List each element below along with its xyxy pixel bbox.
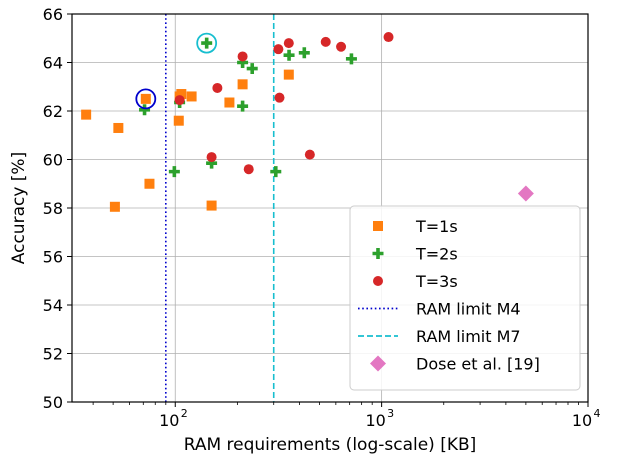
t-3s-point xyxy=(283,38,294,49)
t-2s-point xyxy=(201,37,213,49)
y-axis-label: Accuracy [%] xyxy=(9,152,29,264)
legend-label-ram-limit-m4: RAM limit M4 xyxy=(416,300,521,319)
legend: T=1s T=2s T=3s RAM limit M4 RAM limit M7 Dose… xyxy=(349,205,581,391)
t-2s-point xyxy=(345,53,357,65)
t-3s-point xyxy=(336,41,347,52)
t-3s-point xyxy=(274,92,285,103)
t-3s-point xyxy=(212,82,223,93)
t-1s-point xyxy=(109,201,120,212)
t-3s-point xyxy=(174,95,185,106)
t-1s-point xyxy=(224,97,235,108)
y-tick-label: 54 xyxy=(43,296,63,315)
t-2s-point xyxy=(139,104,151,116)
highlight-ring xyxy=(135,88,157,110)
t-1s-point xyxy=(176,89,187,100)
t-2s-point xyxy=(206,157,218,169)
legend-label-t-2s: T=2s xyxy=(415,245,458,264)
t-1s-point xyxy=(144,178,155,189)
legend-box xyxy=(349,205,581,391)
y-tick-label: 52 xyxy=(43,345,63,364)
y-tick-label: 64 xyxy=(43,54,63,73)
x-tick-label-exponent: 2 xyxy=(181,407,188,420)
legend-swatch-t-1s xyxy=(373,221,383,231)
legend-swatch-t-3s xyxy=(373,276,383,286)
t-3s-point xyxy=(273,44,284,55)
y-tick-label: 58 xyxy=(43,199,63,218)
t-2s-point xyxy=(298,47,310,59)
legend-swatch-dose-et-al-19 xyxy=(370,355,386,372)
t-1s-point xyxy=(237,79,248,90)
t-3s-point xyxy=(237,51,248,62)
y-tick-label: 60 xyxy=(43,151,63,170)
t-3s-point xyxy=(320,36,331,47)
t-3s-point xyxy=(383,32,394,43)
legend-swatch-t-2s xyxy=(372,248,384,259)
y-tick-label: 56 xyxy=(43,248,63,267)
t-2s-point xyxy=(237,100,249,112)
t-2s-point xyxy=(237,57,249,68)
t-2s-point xyxy=(168,166,180,178)
t-1s-point xyxy=(140,93,151,104)
t-2s-point xyxy=(246,63,258,75)
t-1s-point xyxy=(173,115,184,126)
legend-label-ram-limit-m7: RAM limit M7 xyxy=(416,327,521,346)
t-3s-point xyxy=(206,152,217,163)
x-tick-label: 10 xyxy=(572,411,592,430)
t-1s-point xyxy=(186,91,197,102)
t-1s-point xyxy=(283,69,294,80)
y-tick-label: 66 xyxy=(43,5,63,24)
x-tick-label: 10 xyxy=(365,411,385,430)
y-tick-label: 62 xyxy=(43,102,63,121)
x-tick-label-exponent: 4 xyxy=(594,407,601,420)
y-tick-label: 50 xyxy=(43,393,63,412)
highlight-ring xyxy=(196,32,218,54)
legend-label-dose-et-al-19: Dose et al. [19] xyxy=(416,355,540,374)
legend-label-t-1s: T=1s xyxy=(415,217,458,236)
legend-label-t-3s: T=3s xyxy=(415,272,458,291)
t-2s-point xyxy=(283,49,295,61)
t-2s-point xyxy=(270,166,282,178)
t-1s-point xyxy=(113,122,124,133)
t-1s-point xyxy=(206,200,217,211)
t-3s-point xyxy=(243,164,254,175)
ram-limit-lines xyxy=(165,14,275,402)
t-1s-point xyxy=(81,109,92,120)
data-points xyxy=(81,32,534,212)
x-tick-label: 10 xyxy=(159,411,179,430)
dose-et-al-19-point xyxy=(517,185,534,202)
t-3s-point xyxy=(304,149,315,160)
x-tick-label-exponent: 3 xyxy=(387,407,394,420)
x-axis-label: RAM requirements (log-scale) [KB] xyxy=(184,435,477,455)
